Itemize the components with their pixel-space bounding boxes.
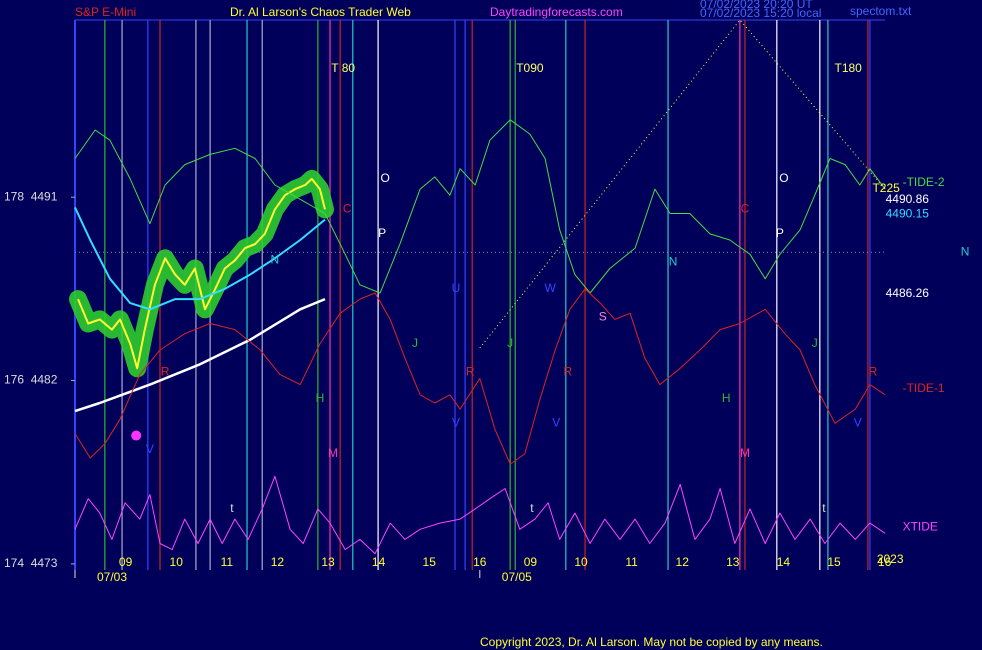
date-label: 07/03 [97,570,127,584]
stamp: 07/02/2023 20:20 UT [700,0,813,11]
annotation: T 80 [331,61,355,75]
annotation: R [564,365,573,379]
y-tick-label: 176 4482 [4,373,58,387]
annotation: P [776,226,784,240]
annotation: J [507,336,513,350]
instrument: S&P E-Mini [75,5,136,19]
annotation: 2023 [877,552,904,566]
annotation: t [230,501,234,515]
x-tick-label: 11 [625,555,638,569]
annotation: V [146,442,154,456]
series-line [74,297,326,413]
annotation: t [822,501,826,515]
annotation: M [328,446,338,460]
annotation: C [343,202,352,216]
x-tick-label: 12 [271,555,285,569]
annotation: T225 [872,181,900,195]
x-tick-label: 14 [777,555,791,569]
price-label: 4486.26 [886,286,930,300]
annotation: R [466,365,475,379]
stamp: 07/02/2023 15:20 local [700,6,821,20]
annotation: H [316,391,325,405]
price-label: 4490.15 [886,207,930,221]
chart-title: Dr. Al Larson's Chaos Trader Web [230,5,411,19]
annotation: W [544,281,556,295]
annotation: V [552,416,560,430]
annotation: N [271,253,280,267]
legend-label: -TIDE-1 [903,381,945,395]
x-tick-label: 09 [119,555,133,569]
annotation: N [669,255,678,269]
x-tick-label: 13 [321,555,335,569]
x-tick-label: 16 [878,555,892,569]
y-tick-label: 174 4473 [4,556,58,570]
series-line [74,475,886,555]
annotation: U [452,281,461,295]
annotation: R [869,365,878,379]
copyright: Copyright 2023, Dr. Al Larson. May not b… [480,635,823,649]
annotation: C [741,202,750,216]
y-tick-label: 178 4491 [4,189,58,203]
date-label: 07/05 [502,570,532,584]
series-line [77,177,326,370]
file-name: spectom.txt [850,4,912,18]
annotation: S [599,310,607,324]
annotation: M [740,446,750,460]
x-tick-label: 15 [423,555,437,569]
annotation: J [812,336,818,350]
annotation: t [530,501,534,515]
series-line [74,288,886,465]
x-tick-label: 12 [676,555,690,569]
annotation: V [854,416,862,430]
price-label: 4490.86 [886,192,930,206]
low-marker [131,430,142,441]
series-line [74,119,886,294]
annotation: N [961,244,970,258]
legend-label: XTIDE [903,520,938,534]
site: Daytradingforecasts.com [490,5,623,19]
series-line [74,206,326,311]
legend-label: -TIDE-2 [903,175,945,189]
x-tick-label: 16 [473,555,487,569]
x-tick-label: 11 [221,555,234,569]
x-tick-label: 14 [372,555,386,569]
annotation: T180 [834,61,862,75]
x-tick-label: 10 [170,555,184,569]
x-tick-label: 13 [726,555,740,569]
annotation: O [779,171,788,185]
annotation: H [722,391,731,405]
annotation: T090 [516,61,544,75]
annotation: R [161,365,170,379]
x-tick-label: 10 [574,555,588,569]
annotation: J [412,336,418,350]
annotation: V [452,416,460,430]
x-tick-label: 09 [524,555,538,569]
annotation: O [381,171,390,185]
annotation: P [378,226,386,240]
x-tick-label: 15 [827,555,841,569]
